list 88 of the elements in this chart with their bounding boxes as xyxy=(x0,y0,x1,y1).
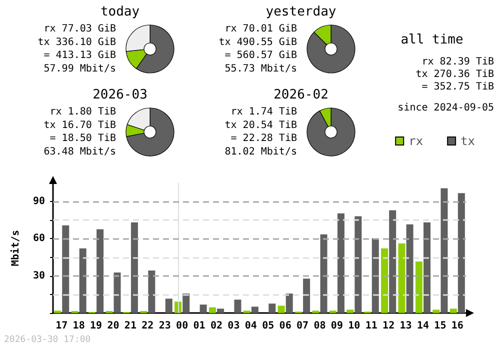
x-tick-label: 22 xyxy=(142,320,154,332)
bar xyxy=(450,308,457,313)
x-tick-label: 17 xyxy=(56,320,68,332)
x-tick-label: 06 xyxy=(279,320,292,332)
bar xyxy=(278,306,285,313)
bar xyxy=(337,213,344,313)
x-tick-label: 13 xyxy=(400,320,412,332)
x-tick-label: 07 xyxy=(296,320,309,332)
x-tick-label: 15 xyxy=(434,320,446,332)
x-tick-label: 08 xyxy=(314,320,326,332)
text: = 22.28 TiB xyxy=(230,133,297,144)
x-tick-label: 14 xyxy=(416,320,430,332)
y-axis-title: Mbit/s xyxy=(10,230,22,266)
x-tick-label: 19 xyxy=(90,320,102,332)
text: = 413.13 GiB xyxy=(44,50,116,62)
bar xyxy=(182,294,190,313)
bar xyxy=(381,248,388,313)
x-tick-label: 12 xyxy=(382,320,395,332)
text: all time xyxy=(400,32,464,48)
text: = 352.75 TiB xyxy=(422,82,494,92)
bar xyxy=(234,300,242,313)
x-tick-label: 11 xyxy=(365,320,378,332)
bar xyxy=(320,234,328,313)
text: rx 1.74 TiB xyxy=(230,106,297,118)
x-tick-label: 05 xyxy=(262,320,274,332)
text: = 18.50 TiB xyxy=(50,133,116,144)
bar xyxy=(251,306,258,313)
text: 2026-03-30 17:00 xyxy=(4,335,91,345)
bar xyxy=(303,278,310,313)
x-tick-label: 01 xyxy=(193,320,206,332)
bar xyxy=(440,188,448,313)
y-tick-label: 60 xyxy=(32,233,45,244)
text: tx 16.70 TiB xyxy=(44,120,116,131)
text: since 2024-09-05 xyxy=(398,102,494,114)
bar xyxy=(200,304,207,313)
text: tx 336.10 GiB xyxy=(38,36,116,48)
text: 57.99 Mbit/s xyxy=(44,63,116,74)
text: 81.02 Mbit/s xyxy=(224,146,297,158)
x-tick-label: 21 xyxy=(124,320,136,332)
legend-label: rx xyxy=(408,134,424,148)
bar xyxy=(165,298,172,313)
bar xyxy=(208,307,216,313)
bar xyxy=(96,229,104,313)
text: tx 20.54 TiB xyxy=(224,120,297,131)
text: 55.73 Mbit/s xyxy=(224,63,297,74)
x-tick-label: 18 xyxy=(72,320,85,332)
x-tick-label: 10 xyxy=(348,320,360,332)
bar xyxy=(62,225,70,313)
x-tick-label: 16 xyxy=(451,320,464,332)
chart-title: 2026-03 xyxy=(92,88,148,102)
text: tx 270.36 TiB xyxy=(416,69,494,80)
bar xyxy=(268,304,276,313)
legend-label: tx xyxy=(460,134,476,148)
x-tick-label: 04 xyxy=(244,320,257,332)
bar xyxy=(79,248,86,313)
text: tx 490.55 GiB xyxy=(218,36,297,48)
x-tick-label: 20 xyxy=(107,320,120,332)
bar xyxy=(148,270,156,313)
text: = 560.57 GiB xyxy=(224,50,297,62)
text: rx 82.39 TiB xyxy=(422,56,494,68)
bar xyxy=(406,224,414,313)
bar xyxy=(398,243,406,313)
bar xyxy=(432,310,440,313)
chart-title: yesterday xyxy=(266,4,336,20)
bar xyxy=(354,216,362,313)
text: rx 70.01 GiB xyxy=(224,24,297,34)
bar xyxy=(372,238,379,313)
bar xyxy=(286,294,293,313)
bar xyxy=(217,308,224,313)
chart-title: today xyxy=(100,4,140,20)
chart-title: 2026-02 xyxy=(274,88,328,102)
bar xyxy=(458,193,465,313)
bar xyxy=(114,272,121,313)
x-tick-label: 00 xyxy=(176,320,188,332)
bar xyxy=(130,222,138,313)
x-tick-label: 02 xyxy=(210,320,223,332)
bar xyxy=(389,210,396,313)
x-tick-label: 23 xyxy=(158,320,171,332)
bar xyxy=(424,222,431,313)
y-tick-label: 30 xyxy=(32,270,45,282)
text: 63.48 Mbit/s xyxy=(44,146,116,158)
text: rx 1.80 TiB xyxy=(50,106,116,118)
text: rx 77.03 GiB xyxy=(44,24,116,34)
x-tick-label: 03 xyxy=(228,320,240,332)
x-tick-label: 09 xyxy=(330,320,343,332)
y-tick-label: 90 xyxy=(32,196,45,208)
bar xyxy=(346,310,354,313)
bar xyxy=(415,261,422,313)
